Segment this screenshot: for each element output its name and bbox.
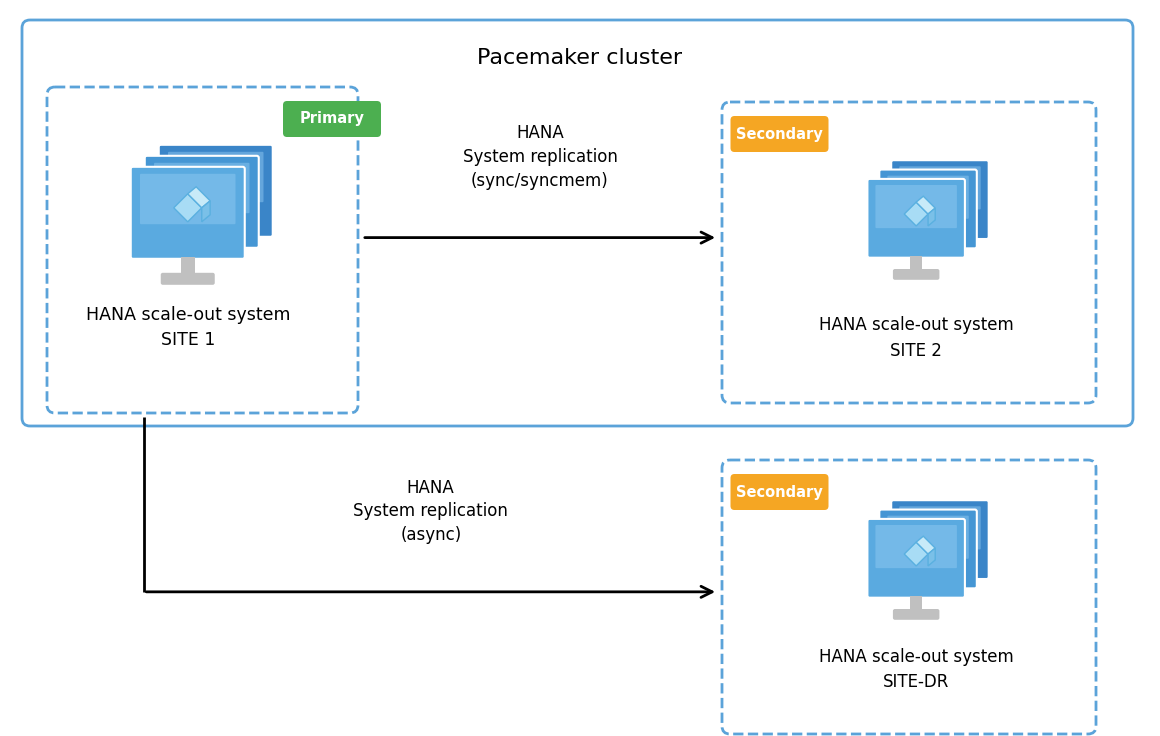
FancyBboxPatch shape bbox=[731, 116, 828, 152]
FancyBboxPatch shape bbox=[154, 163, 249, 213]
FancyBboxPatch shape bbox=[131, 167, 245, 259]
Bar bbox=[911, 595, 922, 611]
Text: HANA
System replication
(async): HANA System replication (async) bbox=[354, 478, 508, 544]
Polygon shape bbox=[905, 202, 928, 226]
FancyBboxPatch shape bbox=[879, 509, 977, 588]
FancyBboxPatch shape bbox=[722, 460, 1096, 734]
FancyBboxPatch shape bbox=[891, 160, 988, 239]
Text: HANA scale-out system
SITE 2: HANA scale-out system SITE 2 bbox=[819, 316, 1014, 359]
FancyBboxPatch shape bbox=[168, 152, 263, 202]
FancyBboxPatch shape bbox=[899, 166, 980, 210]
FancyBboxPatch shape bbox=[887, 516, 969, 559]
Polygon shape bbox=[905, 542, 928, 566]
FancyBboxPatch shape bbox=[876, 185, 957, 228]
FancyBboxPatch shape bbox=[140, 174, 235, 224]
FancyBboxPatch shape bbox=[283, 101, 380, 137]
FancyBboxPatch shape bbox=[48, 87, 358, 413]
FancyBboxPatch shape bbox=[722, 102, 1096, 403]
FancyBboxPatch shape bbox=[893, 269, 940, 280]
Text: Pacemaker cluster: Pacemaker cluster bbox=[478, 48, 682, 68]
FancyBboxPatch shape bbox=[879, 169, 977, 248]
Polygon shape bbox=[174, 194, 202, 222]
Text: Primary: Primary bbox=[299, 111, 364, 127]
Bar bbox=[181, 257, 195, 275]
Text: Secondary: Secondary bbox=[737, 484, 822, 500]
Text: HANA scale-out system
SITE-DR: HANA scale-out system SITE-DR bbox=[819, 648, 1014, 691]
FancyBboxPatch shape bbox=[161, 273, 215, 285]
FancyBboxPatch shape bbox=[887, 176, 969, 219]
Polygon shape bbox=[202, 201, 210, 222]
FancyBboxPatch shape bbox=[868, 179, 965, 258]
FancyBboxPatch shape bbox=[22, 20, 1133, 426]
Text: HANA scale-out system
SITE 1: HANA scale-out system SITE 1 bbox=[86, 306, 290, 349]
Polygon shape bbox=[916, 197, 935, 214]
Polygon shape bbox=[188, 187, 210, 208]
Polygon shape bbox=[928, 548, 935, 566]
Text: HANA
System replication
(sync/syncmem): HANA System replication (sync/syncmem) bbox=[463, 124, 617, 190]
FancyBboxPatch shape bbox=[159, 145, 273, 237]
Bar bbox=[911, 255, 922, 271]
FancyBboxPatch shape bbox=[899, 506, 980, 550]
FancyBboxPatch shape bbox=[876, 525, 957, 568]
FancyBboxPatch shape bbox=[145, 156, 259, 248]
FancyBboxPatch shape bbox=[868, 519, 965, 598]
Polygon shape bbox=[928, 208, 935, 226]
Text: Secondary: Secondary bbox=[737, 127, 822, 141]
FancyBboxPatch shape bbox=[731, 474, 828, 510]
Polygon shape bbox=[916, 537, 935, 554]
FancyBboxPatch shape bbox=[893, 609, 940, 620]
FancyBboxPatch shape bbox=[891, 500, 988, 579]
